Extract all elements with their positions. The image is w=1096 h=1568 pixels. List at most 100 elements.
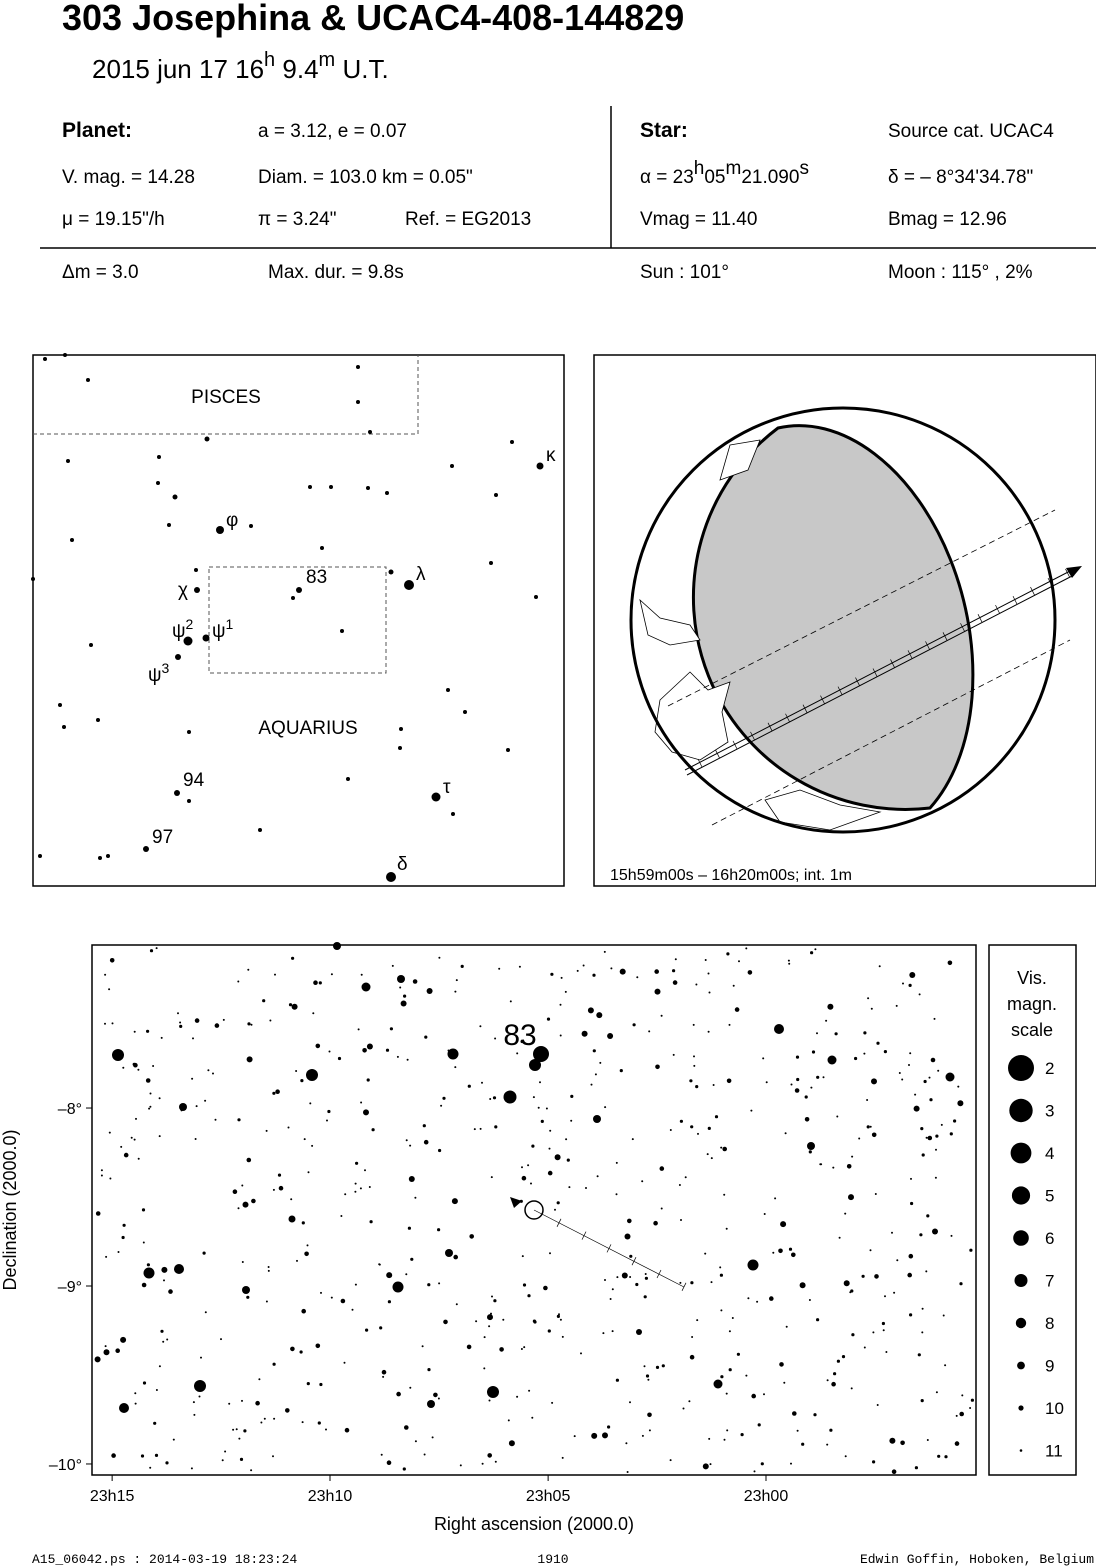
label-text: ψ <box>172 621 186 642</box>
star <box>96 718 100 722</box>
star <box>641 1434 644 1437</box>
star <box>489 561 493 565</box>
star <box>537 1106 540 1109</box>
star <box>619 1069 623 1073</box>
star <box>198 1395 201 1398</box>
star <box>488 1399 491 1402</box>
star <box>508 1440 515 1447</box>
star <box>621 1272 628 1279</box>
star <box>747 1297 750 1300</box>
sup: h <box>264 49 275 71</box>
star <box>643 1295 647 1299</box>
time-ticks <box>697 568 1070 768</box>
star <box>955 1414 958 1417</box>
star <box>734 1007 740 1012</box>
star <box>494 1037 497 1040</box>
star <box>561 1335 564 1338</box>
star <box>187 799 191 803</box>
star <box>834 1032 838 1036</box>
star <box>306 1069 318 1081</box>
star <box>492 1096 497 1100</box>
star <box>414 1196 417 1199</box>
star <box>829 1428 833 1432</box>
tick <box>960 623 965 632</box>
tick <box>925 641 930 650</box>
star <box>109 958 115 963</box>
star <box>177 1012 179 1015</box>
star <box>382 1375 385 1378</box>
star <box>424 1035 428 1039</box>
star <box>762 1057 765 1060</box>
star <box>954 1441 960 1446</box>
star <box>688 1400 691 1403</box>
scale-dot <box>1017 1361 1025 1370</box>
star <box>160 1329 164 1333</box>
star <box>863 1346 866 1349</box>
star <box>291 596 295 600</box>
label-sup: 2 <box>186 616 194 632</box>
star <box>690 1281 694 1285</box>
star <box>723 1438 726 1441</box>
star <box>854 1056 858 1061</box>
star <box>451 1198 458 1205</box>
star-label: τ <box>443 777 451 798</box>
star <box>427 1283 431 1287</box>
tick <box>942 632 948 641</box>
star <box>262 999 266 1003</box>
star <box>290 1346 295 1352</box>
star <box>174 1264 184 1274</box>
star <box>246 1295 250 1299</box>
star <box>143 1267 155 1279</box>
star <box>808 1299 811 1301</box>
star <box>654 969 659 974</box>
star <box>111 1453 116 1458</box>
star-label: κ <box>546 445 556 466</box>
y-tick-label: –9° <box>58 1279 82 1296</box>
scale-label: 3 <box>1045 1102 1054 1121</box>
star <box>647 1378 650 1381</box>
star <box>693 1055 695 1058</box>
star <box>804 1117 810 1122</box>
star <box>194 568 198 572</box>
star <box>645 1374 650 1378</box>
star <box>707 1126 711 1130</box>
star <box>165 1461 169 1465</box>
label-text: χ <box>178 580 188 601</box>
star <box>559 1318 562 1321</box>
star <box>607 1425 611 1429</box>
star <box>609 1298 612 1300</box>
label-text: κ <box>546 445 556 466</box>
star <box>690 1125 694 1129</box>
star <box>878 965 881 968</box>
star <box>669 1129 672 1131</box>
star <box>961 1394 964 1397</box>
star <box>216 526 224 534</box>
star-label: φ <box>226 510 238 531</box>
globe <box>629 406 1082 834</box>
star <box>611 1288 614 1291</box>
star <box>672 980 678 985</box>
star <box>149 949 154 953</box>
star <box>726 1429 729 1432</box>
star <box>43 357 47 361</box>
star <box>427 1368 431 1372</box>
star <box>573 1435 576 1438</box>
star <box>489 1098 492 1100</box>
scale-dot <box>1014 1274 1028 1287</box>
star <box>836 1359 841 1363</box>
star <box>146 1263 150 1267</box>
star <box>115 1348 120 1353</box>
tick <box>872 668 878 677</box>
star <box>520 1348 523 1350</box>
star <box>329 485 333 489</box>
star <box>175 654 181 660</box>
star <box>556 1314 561 1318</box>
star <box>631 1138 634 1141</box>
star <box>290 1198 293 1201</box>
constellation-border <box>33 355 419 435</box>
star <box>949 1132 953 1136</box>
star <box>111 1022 114 1025</box>
star <box>816 1075 820 1079</box>
label-text: ψ <box>212 621 226 642</box>
star <box>359 1187 362 1190</box>
